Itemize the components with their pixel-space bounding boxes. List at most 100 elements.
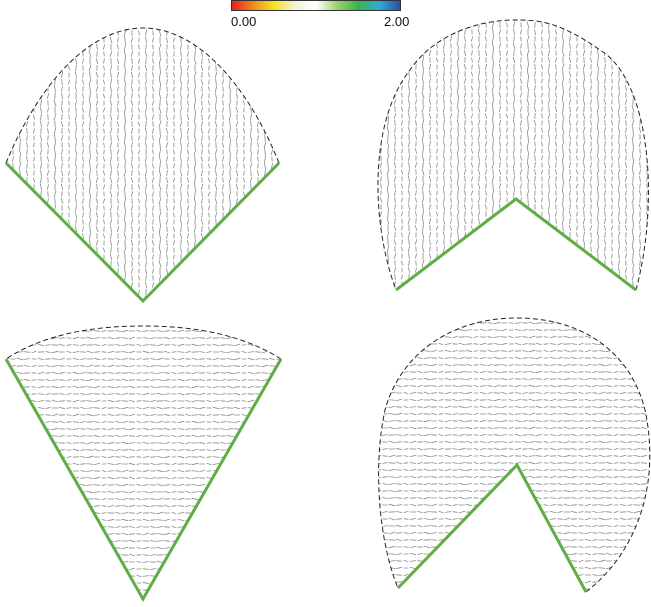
field-glyph bbox=[498, 274, 502, 280]
field-glyph bbox=[214, 29, 218, 37]
field-glyph bbox=[200, 261, 204, 267]
field-glyph bbox=[150, 498, 156, 500]
field-glyph bbox=[466, 322, 472, 324]
field-glyph bbox=[80, 365, 86, 367]
field-glyph bbox=[449, 267, 453, 273]
field-glyph bbox=[541, 274, 543, 280]
field-glyph bbox=[625, 267, 627, 273]
field-glyph bbox=[101, 589, 107, 591]
field-glyph bbox=[194, 260, 196, 268]
field-glyph bbox=[88, 78, 92, 86]
field-glyph bbox=[137, 212, 141, 218]
field-glyph bbox=[435, 225, 439, 231]
field-glyph bbox=[547, 238, 551, 246]
field-glyph bbox=[513, 28, 515, 36]
field-glyph bbox=[200, 78, 204, 86]
field-glyph bbox=[247, 511, 255, 515]
field-glyph bbox=[242, 219, 246, 225]
field-glyph bbox=[268, 448, 276, 452]
field-glyph bbox=[191, 568, 199, 570]
field-glyph bbox=[604, 78, 606, 84]
field-glyph bbox=[222, 177, 224, 183]
field-glyph bbox=[194, 176, 196, 184]
field-glyph bbox=[555, 134, 557, 140]
field-glyph bbox=[214, 260, 218, 268]
field-glyph bbox=[86, 364, 94, 368]
field-glyph bbox=[115, 414, 121, 416]
field-glyph bbox=[59, 371, 65, 375]
field-glyph bbox=[212, 357, 220, 361]
field-glyph bbox=[107, 526, 115, 528]
field-glyph bbox=[17, 323, 24, 325]
field-glyph bbox=[233, 483, 241, 487]
field-glyph bbox=[401, 141, 403, 147]
field-glyph bbox=[214, 274, 218, 282]
field-glyph bbox=[456, 273, 460, 281]
field-glyph bbox=[547, 175, 551, 183]
field-glyph bbox=[180, 71, 182, 79]
field-glyph bbox=[226, 589, 234, 591]
field-glyph bbox=[201, 282, 203, 288]
field-glyph bbox=[270, 163, 274, 169]
field-glyph bbox=[464, 36, 466, 42]
field-glyph bbox=[276, 421, 281, 423]
field-glyph bbox=[220, 532, 226, 536]
field-glyph bbox=[589, 134, 593, 140]
field-glyph bbox=[95, 28, 99, 29]
field-glyph bbox=[583, 238, 585, 246]
field-glyph bbox=[408, 84, 410, 92]
field-glyph bbox=[185, 533, 191, 535]
field-glyph bbox=[82, 296, 84, 301]
field-glyph bbox=[51, 504, 59, 508]
field-glyph bbox=[513, 21, 515, 29]
field-glyph bbox=[639, 99, 641, 105]
field-glyph bbox=[247, 371, 255, 375]
field-glyph bbox=[450, 71, 452, 77]
field-glyph bbox=[443, 287, 445, 290]
field-glyph bbox=[117, 114, 119, 120]
field-glyph bbox=[142, 441, 150, 445]
field-glyph bbox=[236, 86, 238, 92]
field-glyph bbox=[393, 84, 397, 92]
field-glyph bbox=[555, 155, 557, 161]
field-glyph bbox=[165, 64, 169, 72]
field-glyph bbox=[19, 204, 21, 212]
field-glyph bbox=[401, 20, 403, 21]
field-glyph bbox=[101, 365, 107, 367]
field-glyph bbox=[177, 512, 185, 514]
field-glyph bbox=[458, 328, 466, 332]
field-glyph bbox=[150, 491, 156, 493]
field-glyph bbox=[561, 189, 565, 197]
field-glyph bbox=[158, 260, 162, 268]
field-glyph bbox=[96, 198, 98, 204]
field-glyph bbox=[212, 540, 220, 542]
field-glyph bbox=[611, 20, 613, 21]
field-glyph bbox=[66, 337, 72, 339]
field-glyph bbox=[401, 232, 403, 238]
field-glyph bbox=[639, 176, 641, 182]
field-glyph bbox=[278, 184, 279, 190]
field-glyph bbox=[6, 533, 10, 535]
field-glyph bbox=[241, 504, 247, 508]
field-glyph bbox=[165, 156, 169, 162]
field-glyph bbox=[54, 218, 56, 226]
outer-arc-outline bbox=[5, 325, 282, 360]
field-glyph bbox=[263, 28, 267, 30]
field-glyph bbox=[115, 588, 121, 592]
field-glyph bbox=[94, 421, 100, 423]
field-glyph bbox=[421, 168, 425, 176]
field-glyph bbox=[94, 561, 100, 563]
field-glyph bbox=[207, 177, 211, 183]
field-glyph bbox=[6, 526, 10, 528]
field-glyph bbox=[101, 442, 107, 444]
field-glyph bbox=[568, 134, 572, 140]
field-glyph bbox=[519, 78, 523, 84]
field-glyph bbox=[541, 20, 543, 21]
field-glyph bbox=[101, 456, 107, 458]
field-glyph bbox=[158, 120, 162, 128]
field-glyph bbox=[137, 58, 141, 64]
field-glyph bbox=[136, 463, 142, 465]
field-glyph bbox=[95, 177, 99, 183]
field-glyph bbox=[491, 70, 495, 78]
field-glyph bbox=[18, 99, 22, 107]
